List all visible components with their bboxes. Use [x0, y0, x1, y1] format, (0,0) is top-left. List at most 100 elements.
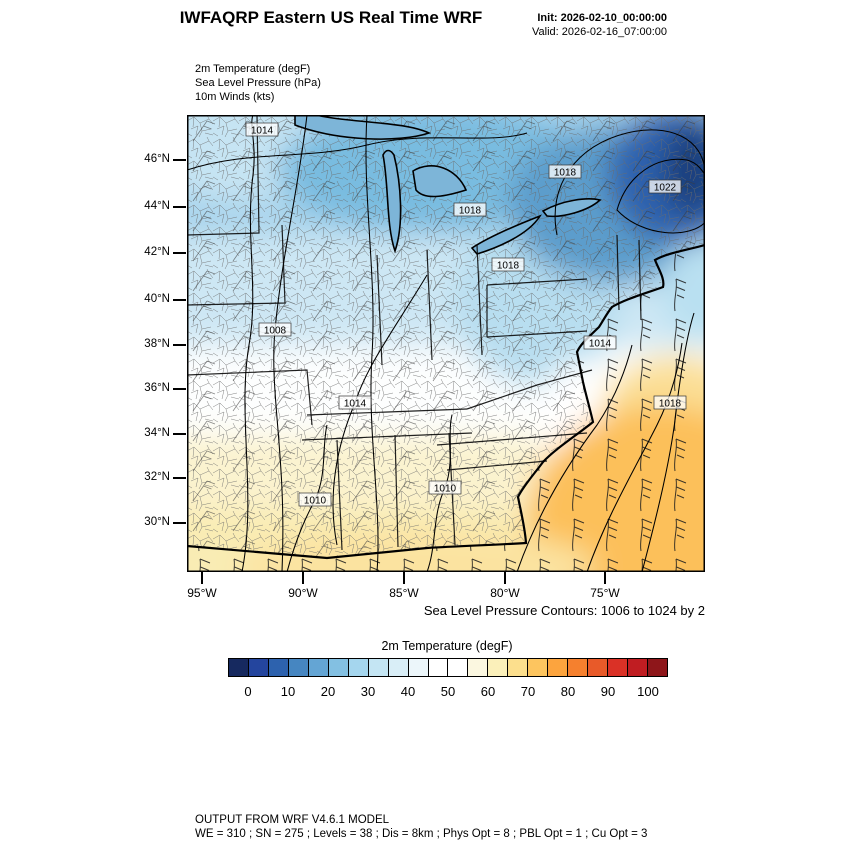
lon-tick — [504, 572, 506, 584]
init-time-label: Init: 2026-02-10_00:00:00 — [537, 12, 667, 24]
colorbar-tick-label: 70 — [520, 684, 536, 699]
colorbar-tick-label: 80 — [560, 684, 576, 699]
contour-label: 1010 — [428, 480, 462, 495]
colorbar-segment — [348, 659, 369, 676]
contour-label: 1014 — [245, 122, 279, 137]
colorbar-segment — [288, 659, 309, 676]
colorbar — [228, 658, 668, 677]
svg-text:1018: 1018 — [659, 399, 682, 410]
colorbar-segment — [508, 659, 529, 676]
svg-text:1010: 1010 — [304, 496, 327, 507]
colorbar-segment — [388, 659, 409, 676]
lat-tick-label: 46°N — [144, 153, 170, 165]
lat-tick — [173, 344, 186, 346]
lat-tick-label: 44°N — [144, 200, 170, 212]
lon-tick-label: 95°W — [187, 586, 217, 600]
page-title: IWFAQRP Eastern US Real Time WRF — [179, 8, 483, 27]
lat-tick-label: 38°N — [144, 338, 170, 350]
field-pressure-label: Sea Level Pressure (hPa) — [195, 77, 321, 89]
colorbar-tick-label: 90 — [600, 684, 616, 699]
colorbar-tick-label: 40 — [400, 684, 416, 699]
contour-interval-note: Sea Level Pressure Contours: 1006 to 102… — [423, 603, 705, 618]
lat-tick-label: 32°N — [144, 471, 170, 483]
colorbar-tick-label: 60 — [480, 684, 496, 699]
colorbar-tick-label: 50 — [440, 684, 456, 699]
lon-tick — [604, 572, 606, 584]
weather-map: 1014 1018 1022 1018 1018 1008 1014 1014 1018 1010… — [187, 115, 705, 572]
lat-tick-label: 40°N — [144, 293, 170, 305]
contour-label: 1018 — [548, 164, 582, 179]
colorbar-tick-label: 10 — [280, 684, 296, 699]
colorbar-segment — [648, 659, 667, 676]
colorbar-segment — [568, 659, 589, 676]
lat-tick-label: 30°N — [144, 516, 170, 528]
ocean-windbarbs — [187, 245, 705, 572]
colorbar-tick-label: 0 — [244, 684, 252, 699]
model-info-line1: OUTPUT FROM WRF V4.6.1 MODEL — [195, 814, 390, 826]
colorbar-segment — [448, 659, 469, 676]
svg-text:1014: 1014 — [589, 339, 612, 350]
lat-tick-label: 34°N — [144, 427, 170, 439]
svg-text:1014: 1014 — [344, 399, 367, 410]
colorbar-segment — [488, 659, 509, 676]
colorbar-segment — [608, 659, 629, 676]
svg-text:1018: 1018 — [497, 261, 520, 272]
contour-label: 1014 — [583, 335, 617, 350]
map-frame: 1014 1018 1022 1018 1018 1008 1014 1014 1018 1010… — [187, 115, 705, 572]
colorbar-segment — [368, 659, 389, 676]
svg-text:1010: 1010 — [434, 484, 457, 495]
contour-label: 1010 — [298, 492, 332, 507]
colorbar-segment — [328, 659, 349, 676]
lon-tick-label: 85°W — [389, 586, 419, 600]
colorbar-segment — [628, 659, 649, 676]
lat-tick-label: 36°N — [144, 382, 170, 394]
colorbar-tick-label: 100 — [637, 684, 659, 699]
colorbar-segment — [528, 659, 549, 676]
lat-tick — [173, 433, 186, 435]
colorbar-segment — [468, 659, 489, 676]
field-list: 2m Temperature (degF) Sea Level Pressure… — [195, 62, 321, 104]
contour-label: 1018 — [653, 395, 687, 410]
lat-tick — [173, 206, 186, 208]
svg-text:1008: 1008 — [264, 326, 287, 337]
lat-tick — [173, 299, 186, 301]
lon-tick — [201, 572, 203, 584]
colorbar-segment — [408, 659, 429, 676]
contour-label: 1014 — [338, 395, 372, 410]
land-windbarbs — [187, 115, 705, 558]
colorbar-segment — [548, 659, 569, 676]
lat-tick — [173, 388, 186, 390]
lat-tick — [173, 477, 186, 479]
lon-tick — [302, 572, 304, 584]
svg-text:1018: 1018 — [459, 206, 482, 217]
contour-label-layer: 1014 1018 1022 1018 1018 1008 1014 1014 1018 1010… — [245, 122, 687, 507]
field-winds-label: 10m Winds (kts) — [195, 91, 275, 103]
svg-text:1018: 1018 — [554, 168, 577, 179]
contour-label: 1008 — [258, 322, 292, 337]
model-info-footer: OUTPUT FROM WRF V4.6.1 MODEL WE = 310 ; … — [195, 813, 647, 841]
colorbar-tick-label: 20 — [320, 684, 336, 699]
lat-tick — [173, 522, 186, 524]
colorbar-segment — [229, 659, 249, 676]
colorbar-tick-labels: 0 10 20 30 40 50 60 70 80 90 100 — [228, 684, 668, 700]
lon-tick — [403, 572, 405, 584]
lat-tick — [173, 159, 186, 161]
model-info-line2: WE = 310 ; SN = 275 ; Levels = 38 ; Dis … — [195, 828, 648, 840]
coastline — [187, 243, 705, 560]
contour-label: 1018 — [453, 202, 487, 217]
map-border — [187, 115, 705, 572]
latitude-axis: 46°N 44°N 42°N 40°N 38°N 36°N 34°N 32°N 30°N — [0, 115, 190, 572]
field-temperature-label: 2m Temperature (degF) — [195, 63, 311, 75]
svg-text:1014: 1014 — [251, 126, 274, 137]
lon-tick-label: 80°W — [490, 586, 520, 600]
lon-tick-label: 90°W — [288, 586, 318, 600]
colorbar-segment — [588, 659, 609, 676]
colorbar-segment — [268, 659, 289, 676]
colorbar-segment — [428, 659, 449, 676]
colorbar-segment — [248, 659, 269, 676]
lon-tick-label: 75°W — [590, 586, 620, 600]
valid-time-label: Valid: 2026-02-16_07:00:00 — [532, 26, 667, 38]
colorbar-title: 2m Temperature (degF) — [381, 639, 513, 653]
svg-text:1022: 1022 — [654, 183, 677, 194]
